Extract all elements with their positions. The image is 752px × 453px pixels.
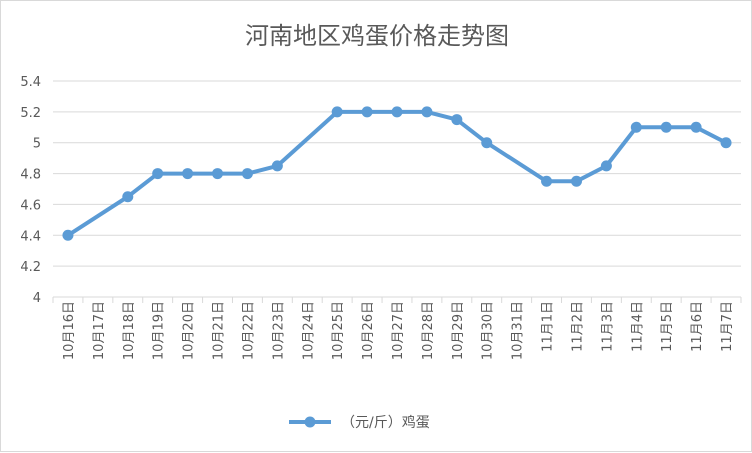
x-tick-label: 10月20日 bbox=[182, 301, 197, 360]
x-tick-label: 10月19日 bbox=[152, 301, 167, 360]
y-tick-label: 5.2 bbox=[20, 106, 41, 121]
x-tick-label: 10月26日 bbox=[361, 301, 376, 360]
x-tick-label: 11月6日 bbox=[690, 301, 705, 352]
data-point bbox=[600, 160, 612, 172]
data-point bbox=[690, 121, 702, 133]
x-tick-label: 10月31日 bbox=[511, 301, 526, 360]
y-tick-label: 4.8 bbox=[20, 168, 41, 183]
x-tick-label: 11月3日 bbox=[600, 301, 615, 352]
data-point bbox=[451, 114, 463, 126]
y-tick-label: 5.4 bbox=[20, 75, 41, 90]
legend-label: （元/斤）鸡蛋 bbox=[341, 414, 430, 431]
data-point bbox=[212, 168, 224, 180]
x-tick-label: 10月25日 bbox=[331, 301, 346, 360]
data-point bbox=[271, 160, 283, 172]
data-point bbox=[481, 137, 493, 149]
data-point bbox=[182, 168, 194, 180]
y-tick-label: 4.2 bbox=[20, 260, 41, 275]
x-tick-label: 11月7日 bbox=[720, 301, 735, 352]
x-tick-label: 11月1日 bbox=[541, 301, 556, 352]
x-tick-label: 10月28日 bbox=[421, 301, 436, 360]
data-point bbox=[241, 168, 253, 180]
x-tick-label: 10月18日 bbox=[122, 301, 137, 360]
y-tick-label: 4 bbox=[33, 291, 41, 306]
x-tick-label: 11月5日 bbox=[660, 301, 675, 352]
x-tick-label: 10月23日 bbox=[271, 301, 286, 360]
chart-title: 河南地区鸡蛋价格走势图 bbox=[245, 22, 509, 50]
data-point bbox=[421, 106, 433, 118]
y-tick-label: 5 bbox=[33, 137, 41, 152]
x-tick-label: 11月2日 bbox=[570, 301, 585, 352]
legend: （元/斤）鸡蛋 bbox=[289, 414, 430, 431]
data-point bbox=[570, 175, 582, 187]
y-tick-label: 4.4 bbox=[20, 229, 41, 244]
series-layer bbox=[62, 106, 732, 241]
data-point bbox=[361, 106, 373, 118]
x-tick-label: 10月30日 bbox=[481, 301, 496, 360]
legend-marker-swatch bbox=[304, 416, 316, 428]
x-tick-label: 10月29日 bbox=[451, 301, 466, 360]
x-tick-label: 10月27日 bbox=[391, 301, 406, 360]
data-point bbox=[660, 121, 672, 133]
data-point bbox=[331, 106, 343, 118]
x-tick-label: 10月17日 bbox=[92, 301, 107, 360]
data-point bbox=[391, 106, 403, 118]
data-point bbox=[152, 168, 164, 180]
x-tick-label: 10月21日 bbox=[212, 301, 227, 360]
data-point bbox=[630, 121, 642, 133]
data-point bbox=[541, 175, 553, 187]
x-tick-label: 10月24日 bbox=[301, 301, 316, 360]
data-point bbox=[720, 137, 732, 149]
x-tick-label: 10月22日 bbox=[241, 301, 256, 360]
x-tick-label: 11月4日 bbox=[630, 301, 645, 352]
y-axis-ticks: 4 4.2 4.4 4.6 4.8 5 5.2 5.4 bbox=[20, 75, 41, 306]
x-axis: 10月16日 10月17日 10月18日 10月19日 10月20日 10月21日 10月2… bbox=[52, 297, 742, 360]
x-tick-label: 10月16日 bbox=[62, 301, 77, 360]
data-point bbox=[122, 191, 134, 203]
data-point bbox=[62, 229, 74, 241]
y-tick-label: 4.6 bbox=[20, 198, 41, 213]
